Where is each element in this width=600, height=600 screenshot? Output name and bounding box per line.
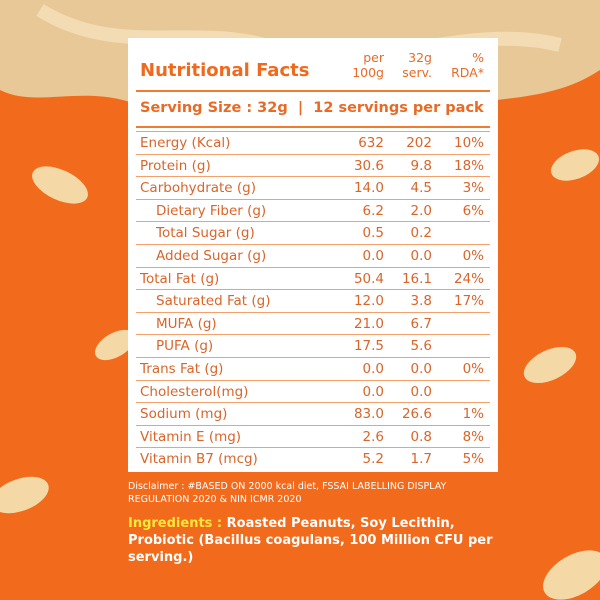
- peanut: [95, 329, 135, 361]
- per-100g: 632: [358, 135, 384, 151]
- column-header: 32g serv.: [402, 50, 432, 80]
- nutrient-name: Protein (g): [140, 157, 211, 174]
- table-row: Energy (Kcal) 632 202 10%: [136, 131, 490, 155]
- per-serving: 202: [406, 135, 432, 151]
- per-serving: 9.8: [410, 157, 432, 174]
- nutrient-name: PUFA (g): [156, 338, 214, 355]
- peanut: [543, 550, 600, 600]
- peanut: [0, 476, 49, 514]
- table-row: MUFA (g) 21.0 6.7: [136, 311, 490, 336]
- per-serving: 26.6: [401, 406, 432, 423]
- per-serving: 0.8: [410, 428, 432, 445]
- per-100g: 83.0: [353, 406, 384, 423]
- peanut: [551, 149, 599, 181]
- nutrient-name: Sodium (mg): [140, 406, 228, 423]
- per-100g: 14.0: [353, 180, 384, 197]
- table-row: Cholesterol(mg) 0.0 0.0: [136, 379, 490, 404]
- rda: 17%: [453, 293, 484, 310]
- per-serving: 4.5: [410, 180, 432, 197]
- nutrient-name: Vitamin E (mg): [140, 428, 242, 445]
- divider: [136, 90, 490, 92]
- rda: 0%: [462, 248, 484, 264]
- nutrient-name: Trans Fat (g): [140, 361, 224, 377]
- table-row: Vitamin E (mg) 2.6 0.8 8%: [136, 424, 490, 449]
- rda: 1%: [462, 406, 484, 423]
- rda: 18%: [453, 157, 484, 174]
- nutrient-name: Saturated Fat (g): [156, 293, 271, 310]
- per-100g: 0.0: [362, 361, 384, 377]
- nutrient-name: Carbohydrate (g): [140, 180, 257, 197]
- title: Nutritional Facts: [140, 60, 310, 81]
- per-100g: 0.5: [362, 225, 384, 242]
- rda: 6%: [462, 202, 484, 219]
- nutrient-name: Added Sugar (g): [156, 248, 267, 264]
- per-serving: 16.1: [401, 270, 432, 287]
- per-serving: 0.2: [410, 225, 432, 242]
- per-100g: 30.6: [353, 157, 384, 174]
- table-row: Sodium (mg) 83.0 26.6 1%: [136, 402, 490, 426]
- per-serving: 2.0: [410, 202, 432, 219]
- nutrient-name: Cholesterol(mg): [140, 383, 249, 400]
- table-row: Added Sugar (g) 0.0 0.0 0%: [136, 244, 490, 268]
- table-row: Carbohydrate (g) 14.0 4.5 3%: [136, 176, 490, 200]
- nutrient-name: Energy (Kcal): [140, 135, 231, 151]
- table-row: PUFA (g) 17.5 5.6: [136, 334, 490, 358]
- per-serving: 1.7: [410, 451, 432, 468]
- per-100g: 17.5: [353, 338, 384, 355]
- serving-size: Serving Size : 32g | 12 servings per pac…: [140, 100, 484, 116]
- per-100g: 50.4: [353, 270, 384, 287]
- rda: 0%: [462, 361, 484, 377]
- table-row: Vitamin B7 (mcg) 5.2 1.7 5%: [136, 447, 490, 471]
- ingredients-text: Roasted Peanuts, Soy Lecithin, Probiotic…: [128, 516, 493, 565]
- per-100g: 6.2: [362, 202, 384, 219]
- nutrient-name: Vitamin B7 (mcg): [140, 451, 258, 468]
- per-serving: 0.0: [410, 383, 432, 400]
- column-header: % RDA*: [451, 50, 484, 80]
- table-row: Dietary Fiber (g) 6.2 2.0 6%: [136, 198, 490, 223]
- table-row: Total Sugar (g) 0.5 0.2: [136, 221, 490, 245]
- rda: 10%: [453, 135, 484, 151]
- disclaimer: Disclaimer : #BASED ON 2000 kcal diet, F…: [128, 481, 447, 505]
- rda: 8%: [462, 428, 484, 445]
- ingredients: Ingredients : Roasted Peanuts, Soy Lecit…: [128, 515, 498, 566]
- per-serving: 3.8: [410, 293, 432, 310]
- nutrient-name: MUFA (g): [156, 315, 217, 332]
- per-serving: 0.0: [410, 361, 432, 377]
- peanut: [32, 166, 88, 204]
- per-100g: 21.0: [353, 315, 384, 332]
- nutrient-name: Dietary Fiber (g): [156, 202, 267, 219]
- nutrition-card: Nutritional Facts per 100g 32g serv. % R…: [128, 38, 498, 472]
- column-header: per 100g: [352, 50, 384, 80]
- rda: 3%: [462, 180, 484, 197]
- per-100g: 0.0: [362, 383, 384, 400]
- ingredients-label: Ingredients :: [128, 516, 223, 531]
- divider: [136, 126, 490, 128]
- per-100g: 2.6: [362, 428, 384, 445]
- per-100g: 12.0: [353, 293, 384, 310]
- per-100g: 0.0: [362, 248, 384, 264]
- table-row: Trans Fat (g) 0.0 0.0 0%: [136, 357, 490, 381]
- peanut: [523, 346, 577, 384]
- rda: 5%: [462, 451, 484, 468]
- per-100g: 5.2: [362, 451, 384, 468]
- table-row: Total Fat (g) 50.4 16.1 24%: [136, 266, 490, 291]
- rda: 24%: [453, 270, 484, 287]
- per-serving: 6.7: [410, 315, 432, 332]
- nutrient-name: Total Sugar (g): [156, 225, 255, 242]
- table-row: Saturated Fat (g) 12.0 3.8 17%: [136, 289, 490, 313]
- per-serving: 0.0: [410, 248, 432, 264]
- per-serving: 5.6: [410, 338, 432, 355]
- nutrient-name: Total Fat (g): [140, 270, 220, 287]
- table-row: Protein (g) 30.6 9.8 18%: [136, 153, 490, 178]
